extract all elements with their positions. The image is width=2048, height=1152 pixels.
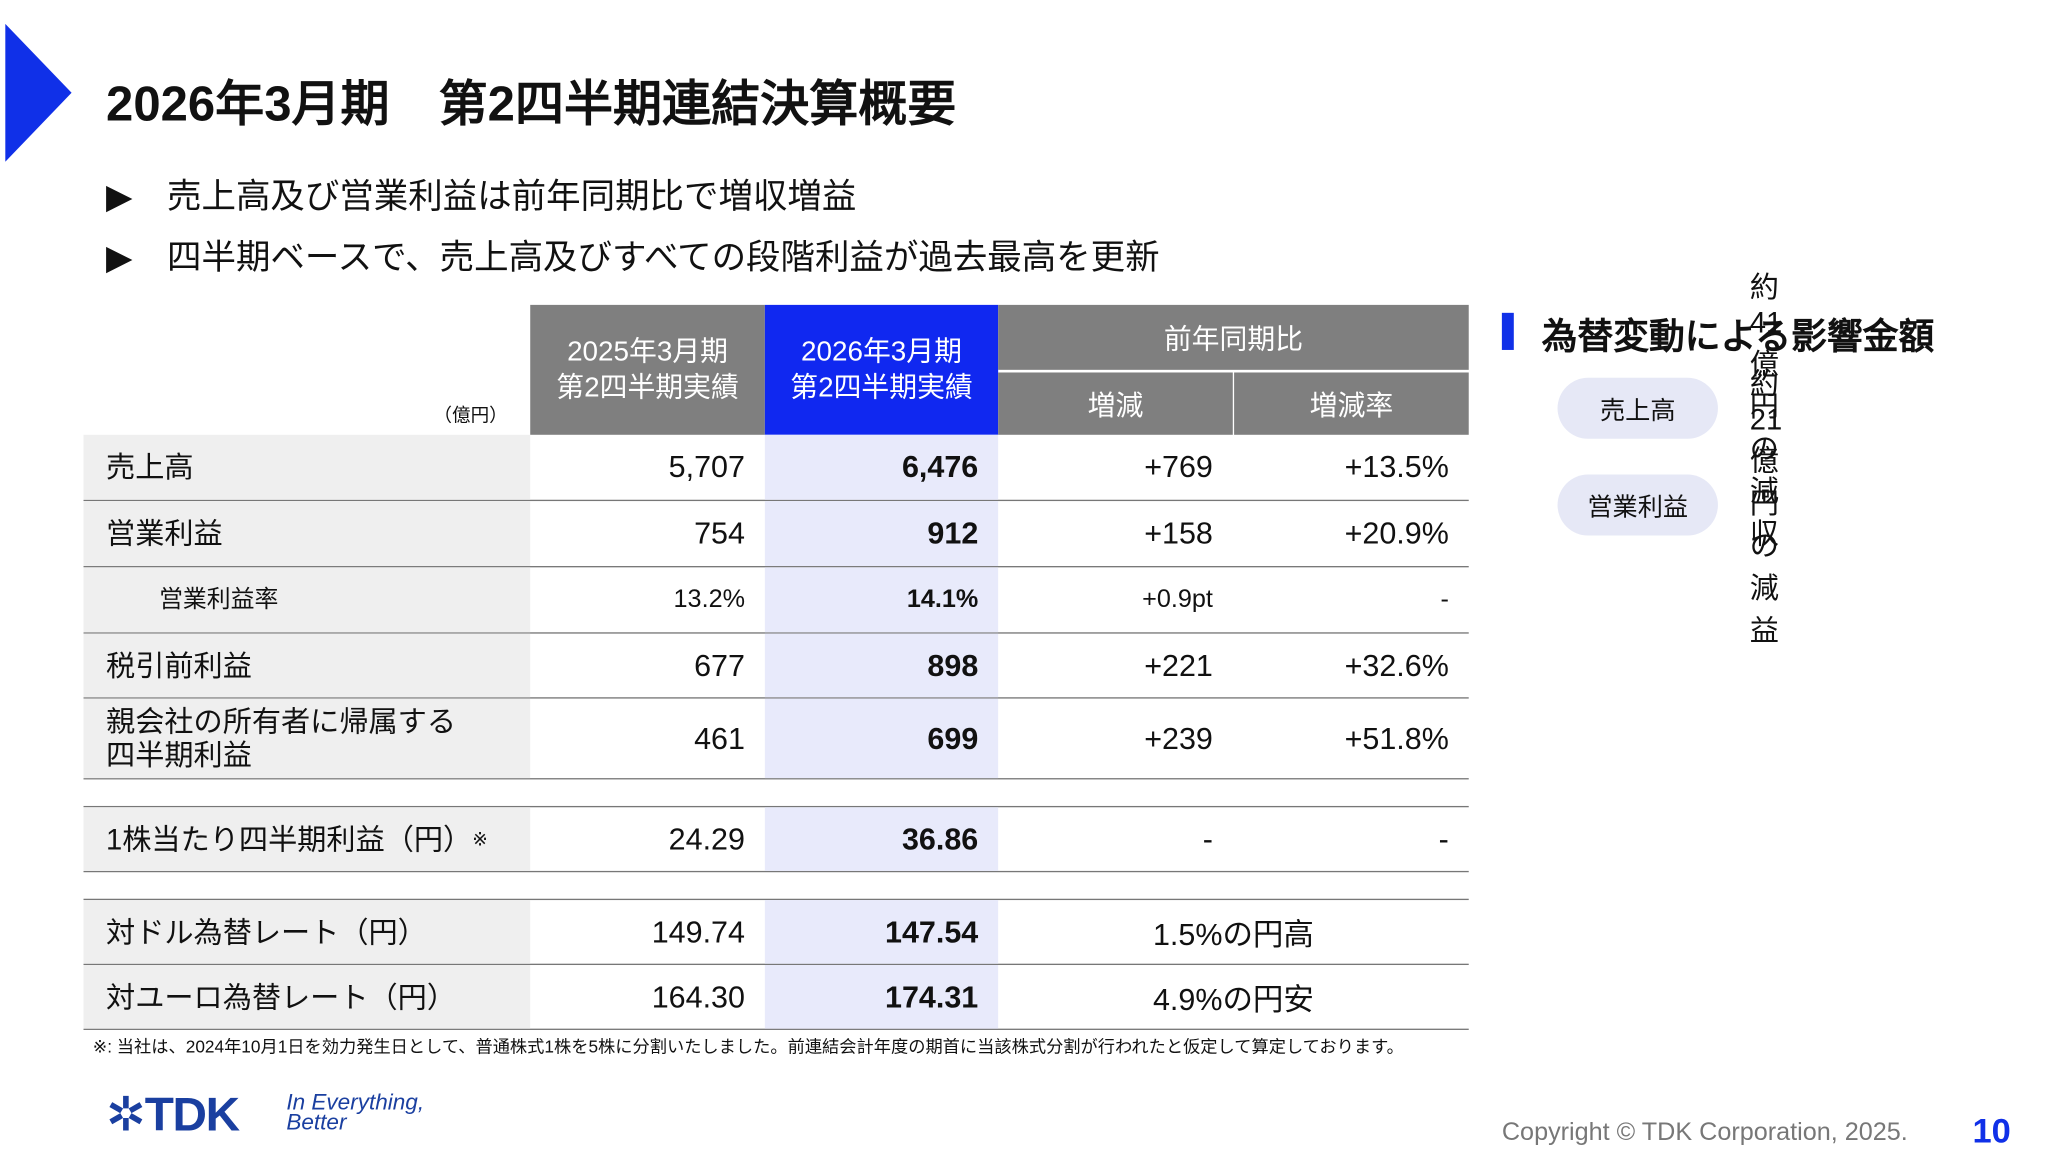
table-value: 5,707 (668, 449, 745, 484)
tagline-line: Better (286, 1109, 347, 1135)
table-value: 174.31 (764, 965, 999, 1029)
table-value: +239 (1144, 720, 1213, 755)
row-label-line: 親会社の所有者に帰属する (106, 705, 457, 739)
table-value: - (1202, 821, 1213, 856)
table-value: 36.86 (764, 807, 999, 871)
subcolumn-header: 増減率 (1234, 372, 1469, 435)
group-header: 前年同期比 (998, 304, 1469, 370)
table-value: 13.2% (673, 585, 745, 614)
row-label-line: 売上高 (106, 450, 194, 484)
row-label: 税引前利益 (83, 633, 531, 698)
table-value: 699 (764, 698, 999, 779)
row-label-line: 1株当たり四半期利益（円） ※ (106, 822, 488, 856)
side-text: 約21億円の減益 (1749, 367, 1783, 647)
table-value: 149.74 (651, 913, 745, 949)
tagline-line: In Everything, (286, 1089, 425, 1115)
table-value: +51.8% (1344, 720, 1449, 755)
row-label-line: 営業利益 (106, 516, 223, 551)
column-header-line: 2025年3月期 (567, 336, 729, 368)
table-row: 営業利益率 13.2% 14.1% +0.9pt - (83, 567, 1469, 634)
table-value: - (1440, 585, 1449, 614)
title: 2026年3月期 第2四半期連結決算概要 (106, 76, 957, 132)
copyright: Copyright © TDK Corporation, 2025. (1501, 1118, 1908, 1147)
page-number: 10 (1972, 1110, 2011, 1151)
comparison: 1.5%の円高 (1152, 917, 1314, 952)
table-row: 売上高 5,707 6,476 +769 +13.5% (83, 434, 1469, 502)
table-value: +32.6% (1344, 647, 1449, 683)
bullets: ▶ 売上高及び営業利益は前年同期比で増収増益 ▶ 四半期ベースで、売上高及びすべ… (106, 166, 1160, 288)
bullet-text: 売上高及び営業利益は前年同期比で増収増益 (167, 176, 857, 217)
title-marker (5, 23, 72, 162)
side-title: 為替変動による影響金額 (1541, 316, 1935, 357)
column-header: 2025年3月期 第2四半期実績 (530, 304, 765, 435)
table-value: +769 (1144, 449, 1213, 484)
table-value: 147.54 (764, 900, 999, 964)
tagline: In Everything, Better (286, 1089, 425, 1135)
unit-label: （億円） (433, 404, 508, 426)
table-row: 対ドル為替レート（円） 149.74 147.54 1.5%の円高 (83, 898, 1469, 966)
table-value: - (1438, 821, 1449, 856)
row-label-line: 対ユーロ為替レート（円） (106, 980, 457, 1014)
side-marker (1501, 312, 1514, 350)
column-header-line: 第2四半期実績 (790, 372, 973, 403)
table-value: 754 (694, 515, 745, 551)
table-row: 1株当たり四半期利益（円） ※ 24.29 36.86 - - (83, 805, 1469, 873)
side-tag: 売上高 (1557, 377, 1718, 439)
logo: ✲TDK (106, 1086, 240, 1142)
side-tag: 営業利益 (1557, 474, 1718, 536)
column-header-line: 第2四半期実績 (556, 372, 739, 403)
table-row: 親会社の所有者に帰属する 四半期利益 461 699 +239 +51.8% (83, 698, 1469, 780)
logo-text: TDK (144, 1086, 240, 1142)
row-label-line: 税引前利益 (106, 648, 252, 683)
column-header: 2026年3月期 第2四半期実績 (764, 304, 999, 435)
row-label: 売上高 (83, 434, 531, 500)
table-value: +158 (1144, 515, 1213, 551)
table-value: 164.30 (651, 978, 745, 1014)
row-label: 1株当たり四半期利益（円） ※ (83, 807, 531, 871)
column-header-line: 2026年3月期 (801, 336, 962, 368)
table-value: +221 (1144, 647, 1213, 683)
table-row: 対ユーロ為替レート（円） 164.30 174.31 4.9%の円安 (83, 965, 1469, 1030)
table-value: 898 (764, 633, 999, 698)
footnote: ※: 当社は、2024年10月1日を効力発生日として、普通株式1株を5株に分割い… (92, 1036, 1404, 1057)
table-value: +13.5% (1344, 449, 1449, 484)
bullet-text: 四半期ベースで、売上高及びすべての段階利益が過去最高を更新 (167, 237, 1160, 278)
table-value: 677 (694, 647, 745, 683)
row-label-line: 営業利益率 (159, 585, 279, 613)
table-value: 14.1% (764, 567, 999, 633)
bullet: ▶ 四半期ベースで、売上高及びすべての段階利益が過去最高を更新 (106, 237, 1160, 278)
table-row: 営業利益 754 912 +158 +20.9% (83, 501, 1469, 568)
comparison: 4.9%の円安 (1152, 982, 1314, 1017)
table-value: 6,476 (764, 434, 999, 500)
row-label: 営業利益率 (83, 567, 531, 633)
row-label: 対ユーロ為替レート（円） (83, 965, 531, 1029)
note-mark: ※ (472, 827, 488, 850)
table-value: 912 (764, 501, 999, 567)
table-row: 税引前利益 677 898 +221 +32.6% (83, 633, 1469, 699)
table-value: 461 (694, 720, 745, 755)
table-value: +0.9pt (1142, 585, 1213, 614)
row-label: 対ドル為替レート（円） (83, 900, 531, 964)
table-value: +20.9% (1344, 515, 1449, 551)
row-label: 親会社の所有者に帰属する 四半期利益 (83, 698, 531, 779)
row-label: 営業利益 (83, 501, 531, 567)
table-value: 24.29 (668, 821, 745, 856)
bullet: ▶ 売上高及び営業利益は前年同期比で増収増益 (106, 176, 857, 217)
row-label-line: 四半期利益 (106, 738, 252, 772)
row-label-line: 対ドル為替レート（円） (106, 915, 427, 949)
subcolumn-header: 増減 (998, 372, 1233, 435)
